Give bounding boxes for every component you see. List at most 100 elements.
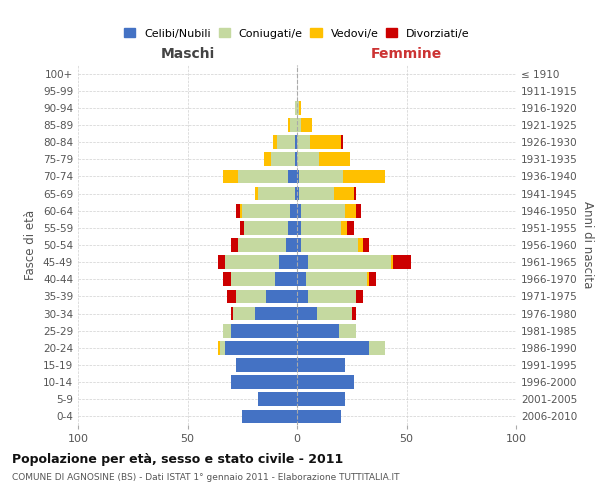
- Bar: [223, 170, 238, 183]
- Text: Popolazione per età, sesso e stato civile - 2011: Popolazione per età, sesso e stato civil…: [12, 452, 343, 466]
- Bar: [301, 238, 358, 252]
- Bar: [266, 290, 297, 304]
- Y-axis label: Anni di nascita: Anni di nascita: [581, 202, 594, 288]
- Bar: [297, 392, 345, 406]
- Bar: [369, 272, 376, 286]
- Bar: [308, 256, 391, 269]
- Bar: [308, 290, 356, 304]
- Bar: [290, 204, 297, 218]
- Bar: [256, 306, 297, 320]
- Bar: [301, 118, 313, 132]
- Bar: [236, 358, 297, 372]
- Bar: [356, 204, 361, 218]
- Bar: [242, 204, 290, 218]
- Bar: [354, 186, 356, 200]
- Bar: [295, 152, 297, 166]
- Bar: [358, 238, 362, 252]
- Bar: [297, 290, 308, 304]
- Bar: [290, 118, 297, 132]
- Bar: [273, 136, 277, 149]
- Bar: [225, 256, 280, 269]
- Bar: [232, 376, 297, 389]
- Bar: [297, 358, 345, 372]
- Bar: [240, 204, 242, 218]
- Bar: [244, 221, 288, 234]
- Bar: [257, 186, 295, 200]
- Bar: [236, 290, 266, 304]
- Text: Maschi: Maschi: [160, 48, 215, 62]
- Bar: [338, 324, 356, 338]
- Bar: [301, 204, 345, 218]
- Bar: [295, 136, 297, 149]
- Bar: [299, 170, 343, 183]
- Bar: [394, 256, 411, 269]
- Bar: [297, 324, 338, 338]
- Bar: [236, 204, 240, 218]
- Bar: [306, 272, 367, 286]
- Bar: [242, 410, 297, 424]
- Bar: [345, 204, 356, 218]
- Bar: [369, 341, 385, 354]
- Bar: [233, 306, 256, 320]
- Bar: [288, 118, 290, 132]
- Bar: [218, 256, 225, 269]
- Bar: [367, 272, 369, 286]
- Bar: [297, 101, 299, 114]
- Bar: [288, 221, 297, 234]
- Bar: [362, 238, 369, 252]
- Bar: [232, 272, 275, 286]
- Bar: [232, 306, 233, 320]
- Bar: [280, 256, 297, 269]
- Bar: [275, 272, 297, 286]
- Bar: [297, 136, 310, 149]
- Bar: [295, 186, 297, 200]
- Bar: [299, 186, 334, 200]
- Bar: [391, 256, 394, 269]
- Bar: [257, 392, 297, 406]
- Bar: [223, 272, 232, 286]
- Bar: [297, 238, 301, 252]
- Bar: [317, 306, 352, 320]
- Bar: [356, 290, 362, 304]
- Legend: Celibi/Nubili, Coniugati/e, Vedovi/e, Divorziati/e: Celibi/Nubili, Coniugati/e, Vedovi/e, Di…: [120, 24, 474, 43]
- Bar: [301, 221, 341, 234]
- Bar: [225, 341, 297, 354]
- Bar: [227, 290, 236, 304]
- Bar: [256, 186, 257, 200]
- Bar: [297, 221, 301, 234]
- Bar: [238, 170, 288, 183]
- Bar: [264, 152, 271, 166]
- Bar: [297, 204, 301, 218]
- Bar: [297, 376, 354, 389]
- Bar: [341, 221, 347, 234]
- Bar: [240, 221, 244, 234]
- Text: Femmine: Femmine: [371, 48, 442, 62]
- Bar: [341, 136, 343, 149]
- Bar: [297, 118, 301, 132]
- Bar: [238, 238, 286, 252]
- Bar: [352, 306, 356, 320]
- Bar: [310, 136, 341, 149]
- Bar: [297, 256, 308, 269]
- Bar: [297, 152, 319, 166]
- Bar: [319, 152, 350, 166]
- Bar: [297, 170, 299, 183]
- Bar: [343, 170, 385, 183]
- Bar: [223, 324, 232, 338]
- Bar: [347, 221, 354, 234]
- Bar: [297, 306, 317, 320]
- Bar: [220, 341, 225, 354]
- Bar: [271, 152, 295, 166]
- Bar: [297, 341, 369, 354]
- Bar: [218, 341, 220, 354]
- Bar: [277, 136, 295, 149]
- Bar: [286, 238, 297, 252]
- Bar: [288, 170, 297, 183]
- Y-axis label: Fasce di età: Fasce di età: [25, 210, 37, 280]
- Bar: [232, 324, 297, 338]
- Bar: [295, 101, 297, 114]
- Bar: [297, 272, 306, 286]
- Bar: [297, 410, 341, 424]
- Bar: [334, 186, 354, 200]
- Bar: [297, 186, 299, 200]
